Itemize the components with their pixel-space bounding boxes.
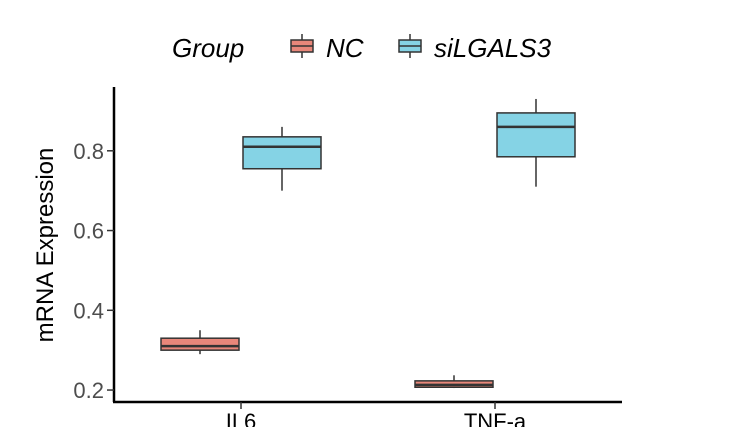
x-tick-label: IL6 [226, 409, 257, 427]
boxes [160, 98, 576, 389]
legend-entry-silgals3: siLGALS3 [398, 33, 552, 63]
box-nc-tnf-a [414, 375, 494, 389]
legend-label-silgals3: siLGALS3 [434, 33, 552, 63]
x-ticks: IL6 TNF-a [226, 402, 527, 427]
legend-title: Group [172, 33, 244, 63]
y-tick-label: 0.8 [73, 139, 104, 164]
box-nc-il6 [160, 330, 240, 355]
legend-label-nc: NC [326, 33, 364, 63]
y-tick-label: 0.6 [73, 219, 104, 244]
box-iqr [496, 112, 576, 158]
legend-entry-nc: NC [290, 33, 364, 63]
y-tick-label: 0.4 [73, 298, 104, 323]
box-iqr [242, 136, 322, 170]
box-silgals3-tnf-a [496, 98, 576, 187]
legend-key-silgals3 [398, 34, 422, 58]
legend: Group NC siLGALS3 [172, 33, 552, 63]
y-axis-title: mRNA Expression [32, 148, 59, 343]
box-iqr [160, 337, 240, 351]
y-ticks: 0.2 0.4 0.6 0.8 [73, 139, 114, 403]
box-silgals3-il6 [242, 126, 322, 191]
y-tick-label: 0.2 [73, 378, 104, 403]
legend-key-nc [290, 34, 314, 58]
x-tick-label: TNF-a [464, 409, 527, 427]
